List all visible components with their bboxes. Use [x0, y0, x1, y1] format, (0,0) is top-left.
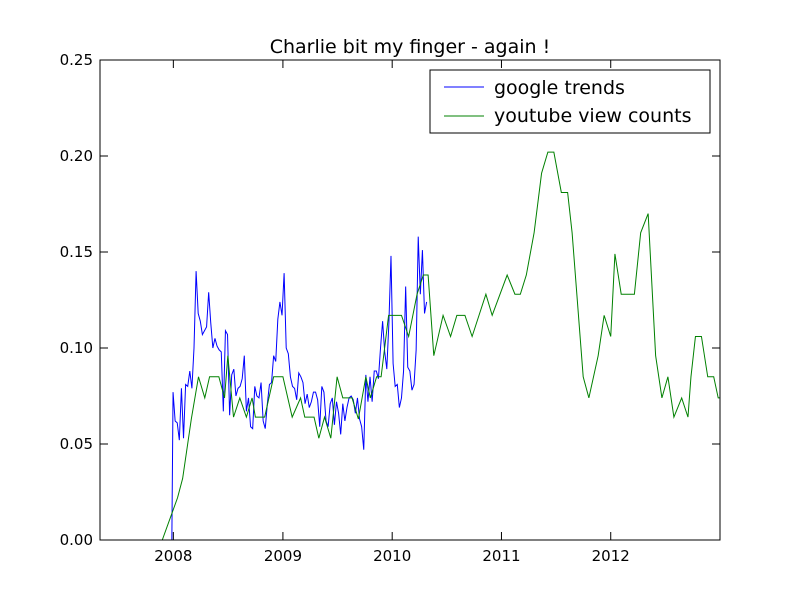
y-tick-label: 0.25	[60, 51, 93, 69]
chart-title: Charlie bit my finger - again !	[270, 36, 551, 58]
series-line-youtube-view-counts	[100, 151, 720, 540]
y-tick-label: 0.00	[60, 531, 93, 549]
series-layer	[100, 151, 720, 540]
legend-label-youtube-view-counts: youtube view counts	[494, 105, 692, 127]
x-tick-label: 2010	[373, 547, 411, 565]
legend: google trends youtube view counts	[429, 69, 711, 134]
series-line-google-trends	[171, 236, 428, 540]
y-tick-label: 0.10	[60, 339, 93, 357]
x-tick-label: 2009	[264, 547, 302, 565]
plot-frame	[99, 59, 721, 541]
y-tick-label: 0.15	[60, 243, 93, 261]
y-tick-label: 0.20	[60, 147, 93, 165]
x-tick-label: 2008	[154, 547, 192, 565]
x-tick-label: 2011	[482, 547, 520, 565]
legend-label-google-trends: google trends	[494, 77, 625, 99]
y-tick-label: 0.05	[60, 435, 93, 453]
axis-ticks: 2008 2009 2010 2011 2012 0.00 0.05 0.10 0.15 0.20…	[60, 51, 720, 565]
x-tick-label: 2012	[592, 547, 630, 565]
legend-box	[429, 69, 711, 134]
